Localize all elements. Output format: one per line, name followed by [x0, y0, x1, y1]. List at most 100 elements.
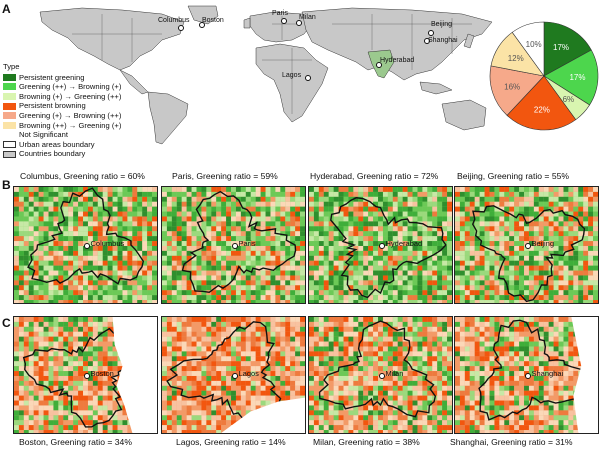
- tile-city-label: Paris: [238, 239, 256, 248]
- pie-slice-label: 16%: [504, 82, 520, 91]
- panel-label-b: B: [2, 178, 11, 192]
- pie-slice: [543, 21, 592, 77]
- tile-beijing: Beijing: [454, 186, 599, 304]
- tile-lagos: Lagos: [161, 316, 306, 434]
- urban-boundary: [471, 205, 586, 303]
- caption-c-4: Shanghai, Greening ratio = 31%: [450, 437, 573, 447]
- legend-title: Type: [3, 62, 20, 71]
- urban-boundary: [330, 197, 447, 299]
- europe-landmass: [249, 11, 313, 43]
- caption-c-3: Milan, Greening ratio = 38%: [313, 437, 420, 447]
- tile-paris: Paris: [161, 186, 306, 304]
- panel-label-a: A: [2, 2, 11, 16]
- legend-item: Greening (++) → Browning (+): [3, 82, 121, 92]
- legend-item: Not Significant: [3, 130, 121, 140]
- tile-shanghai: Shanghai: [454, 316, 599, 434]
- legend-swatch: [3, 121, 16, 129]
- tile-city-label: Columbus: [90, 239, 125, 248]
- shanghai-map-label: Shanghai: [428, 37, 458, 44]
- urban-boundary: [478, 319, 591, 421]
- caption-b-3: Hyderabad, Greening ratio = 72%: [310, 171, 439, 181]
- pie-slice: [511, 21, 545, 77]
- tile-boston: Boston: [13, 316, 158, 434]
- pie-slice-label: 12%: [508, 54, 524, 63]
- legend-item: Persistent greening: [3, 73, 121, 83]
- milan-map-label: Milan: [299, 14, 316, 21]
- pie-slice-label: 22%: [534, 105, 550, 114]
- caption-b-4: Beijing, Greening ratio = 55%: [457, 171, 570, 181]
- pie-slice-label: 17%: [569, 73, 585, 82]
- type-share-pie: 17% 17% 6% 22% 16% 12%10%: [489, 21, 599, 131]
- tile-city-marker: [231, 243, 238, 249]
- japan-landmass: [463, 33, 475, 49]
- caption-c-1: Boston, Greening ratio = 34%: [19, 437, 132, 447]
- pie-slice-label: 17%: [553, 43, 569, 52]
- pie-slice: [543, 49, 599, 106]
- world-map: [39, 5, 493, 145]
- legend-swatch: [3, 131, 16, 138]
- water-area: [112, 317, 157, 433]
- caption-b-2: Paris, Greening ratio = 59%: [172, 171, 278, 181]
- tile-city-marker: [231, 373, 238, 379]
- central-america-landmass: [119, 69, 149, 95]
- hyderabad-marker: [376, 62, 382, 68]
- tile-city-marker: [83, 243, 90, 249]
- columbus-marker: [178, 25, 184, 31]
- tile-city-marker: [378, 243, 385, 249]
- water-area: [571, 317, 598, 433]
- tile-city-label: Beijing: [531, 239, 555, 248]
- water-area: [221, 397, 305, 433]
- south-america-landmass: [147, 91, 189, 145]
- tile-city-label: Lagos: [238, 369, 259, 378]
- boston-marker: [199, 22, 205, 28]
- legend-swatch: [3, 150, 16, 158]
- australia-landmass: [441, 99, 487, 131]
- caption-b-1: Columbus, Greening ratio = 60%: [20, 171, 145, 181]
- pie-slice-label: 10%: [526, 40, 542, 49]
- legend-item: Countries boundary: [3, 149, 121, 159]
- paris-map-label: Paris: [272, 10, 288, 17]
- pie-slice: [489, 65, 545, 116]
- pie-slice-label: 6%: [563, 95, 575, 104]
- tile-city-label: Boston: [90, 369, 114, 378]
- milan-marker: [296, 20, 302, 26]
- tile-city-marker: [524, 243, 531, 249]
- boston-map-label: Boston: [202, 17, 224, 24]
- tile-city-label: Hyderabad: [385, 239, 423, 248]
- urban-boundary: [181, 190, 297, 294]
- tile-city-label: Shanghai: [531, 369, 564, 378]
- legend-item: Browning (++) → Greening (+): [3, 121, 121, 131]
- urban-boundary: [22, 327, 136, 428]
- tile-columbus: Columbus: [13, 186, 158, 304]
- legend-swatch: [3, 112, 16, 120]
- legend-item: Persistent browning: [3, 101, 121, 111]
- tile-city-marker: [524, 373, 531, 379]
- hyderabad-map-label: Hyderabad: [380, 57, 415, 64]
- urban-boundary: [27, 187, 145, 285]
- greenland-landmass: [187, 5, 219, 25]
- columbus-map-label: Columbus: [158, 17, 190, 24]
- beijing-map-label: Beijing: [431, 21, 453, 28]
- tile-city-marker: [378, 373, 385, 379]
- legend-swatch: [3, 141, 16, 149]
- panel-label-c: C: [2, 316, 11, 330]
- legend-item: Browning (+) → Greening (++): [3, 92, 121, 102]
- shanghai-marker: [424, 38, 430, 44]
- tile-city-marker: [83, 373, 90, 379]
- urban-boundary: [318, 320, 437, 418]
- tile-milan: Milan: [308, 316, 453, 434]
- map-legend: Type Persistent greening Greening (++) →…: [3, 62, 121, 159]
- caption-c-2: Lagos, Greening ratio = 14%: [176, 437, 286, 447]
- beijing-marker: [428, 30, 434, 36]
- legend-swatch: [3, 93, 16, 101]
- lagos-map-label: Lagos: [282, 72, 302, 79]
- uk-landmass: [243, 17, 251, 29]
- paris-marker: [281, 18, 287, 24]
- lagos-marker: [305, 75, 311, 81]
- north-america-landmass: [39, 7, 185, 71]
- legend-swatch: [3, 83, 16, 91]
- tile-city-label: Milan: [385, 369, 404, 378]
- tile-hyderabad: Hyderabad: [308, 186, 453, 304]
- southeast-asia-islands: [419, 81, 453, 95]
- asia-landmass: [301, 7, 493, 81]
